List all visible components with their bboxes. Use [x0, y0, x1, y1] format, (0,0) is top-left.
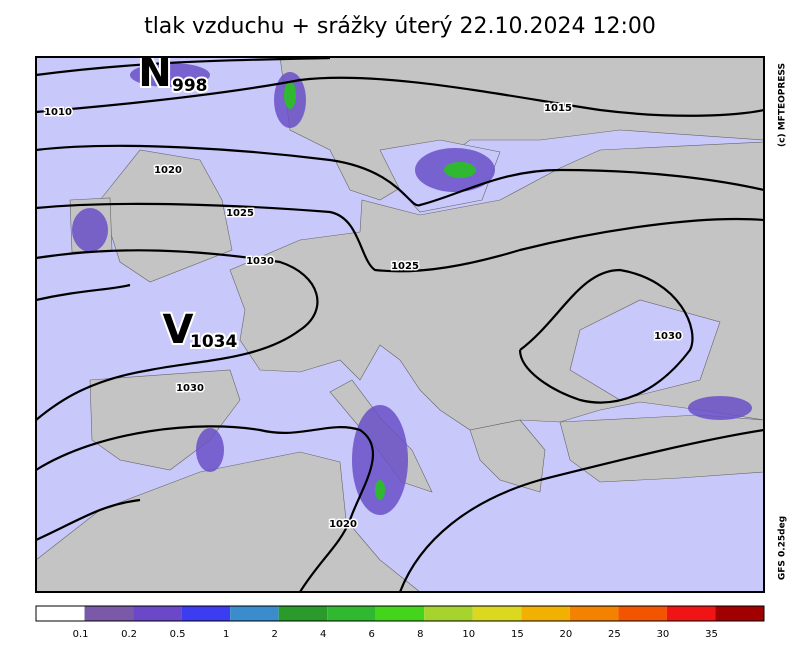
- isobar-label: 1030: [246, 256, 274, 267]
- high-letter: V: [163, 307, 194, 353]
- isobar-label: 1025: [391, 261, 419, 272]
- land: [99, 149, 233, 283]
- legend-frame: [35, 605, 765, 622]
- sea: [569, 299, 721, 401]
- legend-swatch: [327, 606, 376, 621]
- legend-swatch: [666, 606, 716, 621]
- precipitation: [375, 480, 385, 500]
- legend-label: 0.1: [73, 629, 89, 640]
- legend-swatch: [375, 606, 425, 621]
- legend-swatch: [181, 606, 231, 621]
- isobar: [35, 202, 765, 273]
- legend-label: 10: [462, 629, 475, 640]
- legend-swatch: [715, 606, 764, 621]
- legend-swatch: [569, 606, 619, 621]
- isobar-label: 1030: [176, 383, 204, 394]
- legend-swatch: [618, 606, 667, 621]
- isobar: [35, 498, 141, 542]
- precipitation: [196, 428, 224, 472]
- legend-swatch: [84, 606, 134, 621]
- isobar-label: 1020: [329, 519, 357, 530]
- precipitation: [130, 63, 210, 87]
- land: [469, 419, 546, 493]
- legend-swatch: [36, 606, 85, 621]
- legend-label: 0.2: [121, 629, 137, 640]
- precipitation: [284, 81, 296, 109]
- legend-swatch: [230, 606, 279, 621]
- isobar: [35, 249, 319, 421]
- legend-label: 4: [320, 629, 326, 640]
- map: [35, 56, 765, 593]
- isobar: [35, 76, 765, 117]
- legend-label: 1: [223, 629, 229, 640]
- precipitation: [72, 208, 108, 252]
- legend-label: 20: [559, 629, 572, 640]
- legend-label: 2: [271, 629, 277, 640]
- legend-label: 8: [417, 629, 423, 640]
- map-title: tlak vzduchu + srážky úterý 22.10.2024 1…: [144, 14, 656, 39]
- legend: 0.1 0.2 0.5 1 2 4 6 8 10 15 20 25 30 35: [35, 605, 765, 640]
- isobar: [35, 144, 765, 207]
- isobar: [35, 283, 131, 302]
- isobar: [518, 268, 694, 404]
- map-frame: [35, 56, 765, 593]
- isobar: [35, 56, 331, 77]
- isobar-label: 1025: [226, 208, 254, 219]
- legend-label: 15: [511, 629, 524, 640]
- legend-swatch: [521, 606, 570, 621]
- isobar: [35, 425, 374, 593]
- isobar-label: 1015: [544, 103, 572, 114]
- model-label: GFS 0.25deg: [778, 516, 788, 580]
- legend-swatch: [472, 606, 522, 621]
- low-value: 998: [172, 76, 208, 96]
- isobar-label: 1020: [154, 165, 182, 176]
- precipitation: [444, 162, 476, 178]
- isobar-label: 1010: [44, 107, 72, 118]
- precipitation: [688, 396, 752, 420]
- land: [559, 414, 765, 483]
- legend-swatch: [278, 606, 328, 621]
- legend-label: 6: [369, 629, 375, 640]
- precipitation: [352, 405, 408, 515]
- isobar: [398, 428, 765, 593]
- legend-label: 25: [608, 629, 621, 640]
- legend-label: 35: [705, 629, 718, 640]
- legend-label: 30: [657, 629, 670, 640]
- isobar-label: 1030: [654, 331, 682, 342]
- high-value: 1034: [190, 332, 237, 352]
- legend-swatch: [133, 606, 182, 621]
- credit: (c) MFTEOPRESS: [778, 63, 788, 147]
- legend-swatch: [424, 606, 473, 621]
- legend-label: 0.5: [170, 629, 186, 640]
